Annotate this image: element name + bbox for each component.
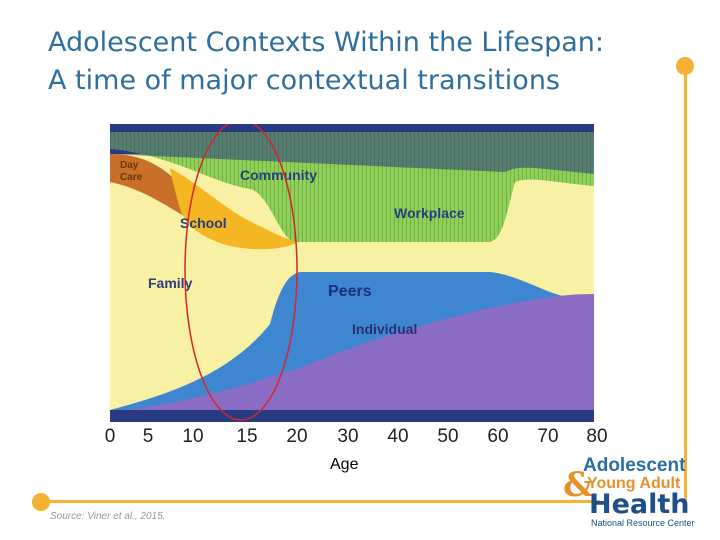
frame-bottom-line bbox=[40, 500, 600, 503]
tick-30: 30 bbox=[337, 426, 359, 447]
tick-80: 80 bbox=[586, 426, 608, 447]
label-care: Care bbox=[120, 172, 143, 183]
label-family: Family bbox=[148, 275, 193, 291]
tick-5: 5 bbox=[142, 426, 154, 447]
tick-40: 40 bbox=[387, 426, 409, 447]
label-community: Community bbox=[240, 167, 317, 183]
tick-70: 70 bbox=[537, 426, 559, 447]
tick-10: 10 bbox=[182, 426, 204, 447]
logo-line-2: Young Adult bbox=[587, 475, 681, 492]
frame-right-line bbox=[684, 68, 687, 500]
logo-line-1: Adolescent bbox=[583, 455, 686, 476]
logo-line-4: National Resource Center bbox=[591, 518, 695, 528]
ayah-logo: & Adolescent Young Adult Health National… bbox=[563, 455, 708, 530]
logo-line-3: Health bbox=[589, 489, 690, 520]
tick-20: 20 bbox=[286, 426, 308, 447]
label-school: School bbox=[180, 215, 227, 231]
label-individual: Individual bbox=[352, 321, 417, 337]
individual-region bbox=[110, 294, 594, 422]
school-region bbox=[170, 168, 298, 250]
tick-50: 50 bbox=[437, 426, 459, 447]
tick-15: 15 bbox=[236, 426, 258, 447]
daycare-region bbox=[110, 154, 191, 219]
label-workplace: Workplace bbox=[394, 205, 465, 221]
tick-0: 0 bbox=[104, 426, 116, 447]
title-line-1: Adolescent Contexts Within the Lifespan: bbox=[48, 27, 605, 58]
label-peers: Peers bbox=[328, 283, 372, 300]
label-day: Day bbox=[120, 160, 139, 171]
contexts-diagram: Day Care Community School Workplace Fami… bbox=[110, 124, 594, 422]
slide-title: Adolescent Contexts Within the Lifespan:… bbox=[48, 24, 688, 100]
source-citation: Source: Viner et al., 2015. bbox=[50, 511, 166, 522]
bottom-band bbox=[110, 410, 594, 422]
tick-60: 60 bbox=[487, 426, 509, 447]
x-axis: 0 5 10 15 20 30 40 50 60 70 80 bbox=[100, 426, 620, 450]
x-axis-label: Age bbox=[330, 456, 359, 473]
frame-bottom-dot bbox=[32, 493, 50, 511]
title-line-2: A time of major contextual transitions bbox=[48, 65, 560, 96]
adolescence-highlight bbox=[184, 124, 298, 421]
frame-top-dot bbox=[676, 57, 694, 75]
sky-overlay bbox=[110, 124, 594, 174]
logo-ampersand: & bbox=[563, 465, 594, 505]
